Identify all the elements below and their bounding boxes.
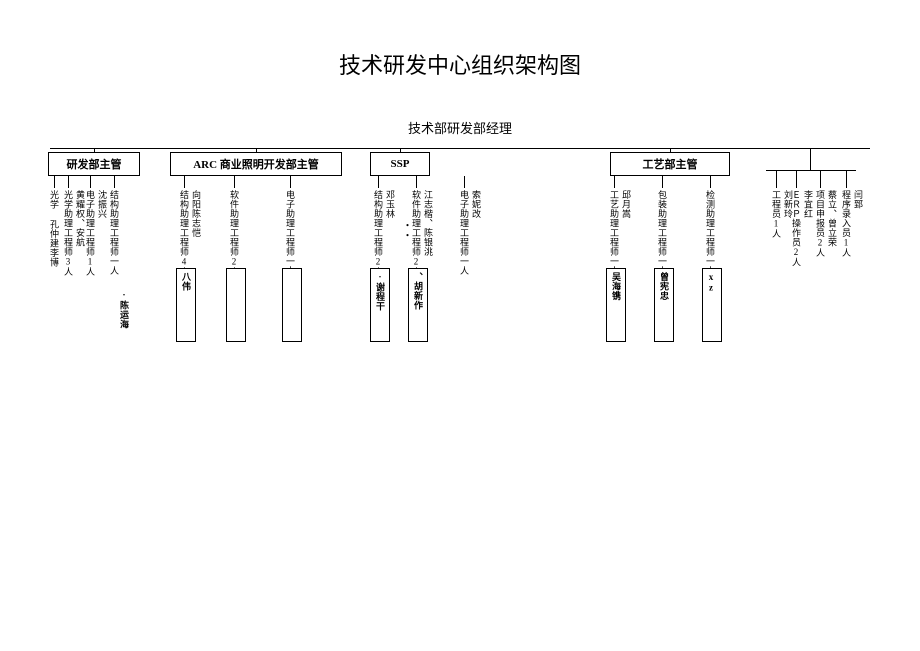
col-connector	[416, 176, 417, 188]
col-label: 结构助理工程师一人	[108, 190, 121, 276]
col-connector	[796, 176, 797, 188]
col-name: ·陈运海	[118, 290, 131, 329]
col-label: 索妮改	[470, 190, 483, 219]
col-label: 江志楷、陈银洮	[422, 190, 435, 257]
col-label: 蔡立、曾立荣	[826, 190, 839, 247]
dept-box-pe: 工艺部主管	[610, 152, 730, 176]
col-connector	[68, 176, 69, 188]
col-connector	[776, 176, 777, 188]
col-box	[226, 268, 246, 342]
dept-box-arc: ARC 商业照明开发部主管	[170, 152, 342, 176]
col-label: 邱月嵩	[620, 190, 633, 219]
col-box-name: ·谢程干	[374, 272, 387, 311]
col-box-name: xz	[706, 272, 716, 293]
dept-box-rd: 研发部主管	[48, 152, 140, 176]
col-box-name: 、胡新作	[412, 272, 425, 310]
col-label: 闫郅	[852, 190, 865, 209]
col-connector	[710, 176, 711, 188]
col-label: 邓玉林	[384, 190, 397, 219]
col-label: 软件助理工程师2人	[228, 190, 241, 277]
col-connector	[234, 176, 235, 188]
connector-top	[50, 148, 870, 149]
col-box-name: 吴海镌	[610, 272, 623, 301]
col-box-name: 八伟	[180, 272, 193, 291]
col-box	[282, 268, 302, 342]
col-box-name: 曾宪忠	[658, 272, 671, 301]
col-connector	[820, 176, 821, 188]
chart-title: 技术研发中心组织架构图	[0, 48, 920, 80]
col-connector	[378, 176, 379, 188]
col-label: 包装助理工程师一人	[656, 190, 669, 276]
dept-box-ssp: SSP	[370, 152, 430, 176]
col-connector	[662, 176, 663, 188]
col-connector	[464, 176, 465, 188]
col-label: 向阳陈志恺	[190, 190, 203, 238]
col-label: 检测助理工程师一人	[704, 190, 717, 276]
col-connector	[290, 176, 291, 188]
col-connector	[846, 176, 847, 188]
col-label: 光学 孔仲建李博	[48, 190, 61, 267]
connector-v-right	[810, 148, 811, 170]
col-connector	[114, 176, 115, 188]
col-connector	[184, 176, 185, 188]
col-connector	[90, 176, 91, 188]
col-connector	[54, 176, 55, 188]
col-label: 电子助理工程师一人	[284, 190, 297, 276]
chart-subtitle: 技术部研发部经理	[0, 118, 920, 137]
col-connector	[614, 176, 615, 188]
connector-right-t	[766, 170, 856, 171]
